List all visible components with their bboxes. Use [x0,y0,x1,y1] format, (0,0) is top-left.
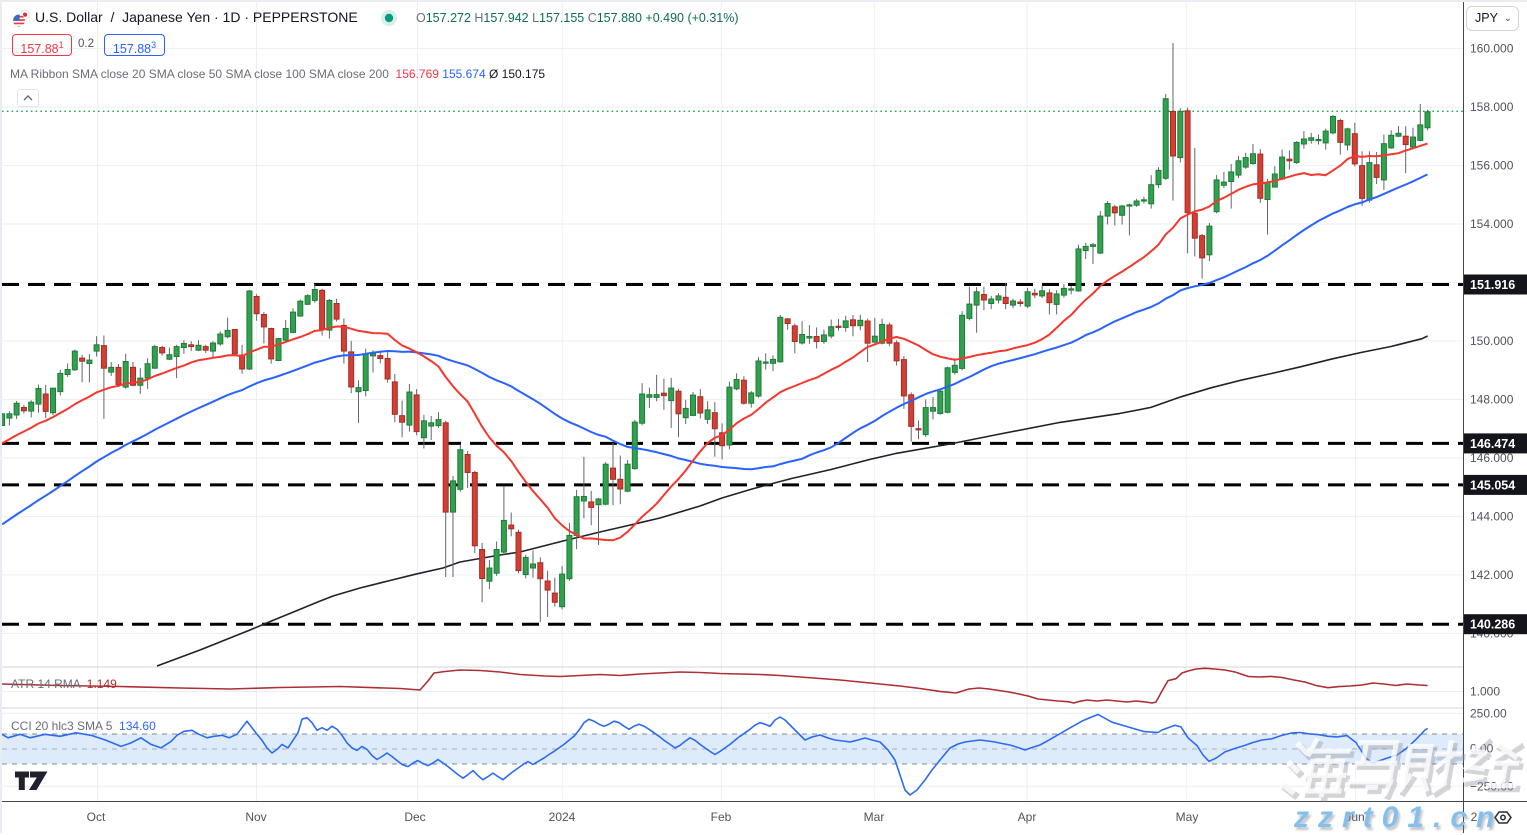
svg-text:Nov: Nov [245,810,266,824]
svg-text:146.474: 146.474 [1470,437,1515,451]
svg-text:Jun: Jun [1345,810,1364,824]
svg-text:154.000: 154.000 [1470,217,1514,231]
svg-text:142.000: 142.000 [1470,568,1514,582]
svg-text:150.000: 150.000 [1470,334,1514,348]
svg-text:2024: 2024 [549,810,576,824]
svg-text:145.054: 145.054 [1470,478,1515,492]
svg-text:148.000: 148.000 [1470,392,1514,406]
svg-text:Oct: Oct [87,810,106,824]
svg-text:Mar: Mar [864,810,885,824]
svg-text:144.000: 144.000 [1470,509,1514,523]
svg-text:1.000: 1.000 [1470,685,1500,699]
svg-text:Dec: Dec [404,810,425,824]
svg-text:160.000: 160.000 [1470,42,1514,56]
svg-text:158.000: 158.000 [1470,100,1514,114]
svg-text:Apr: Apr [1018,810,1037,824]
svg-text:146.000: 146.000 [1470,451,1514,465]
svg-text:2: 2 [1471,810,1478,824]
svg-text:151.916: 151.916 [1470,278,1515,292]
svg-text:250.00: 250.00 [1470,706,1507,720]
svg-text:May: May [1176,810,1199,824]
svg-text:140.286: 140.286 [1470,618,1515,632]
svg-text:156.000: 156.000 [1470,159,1514,173]
svg-text:Feb: Feb [711,810,732,824]
